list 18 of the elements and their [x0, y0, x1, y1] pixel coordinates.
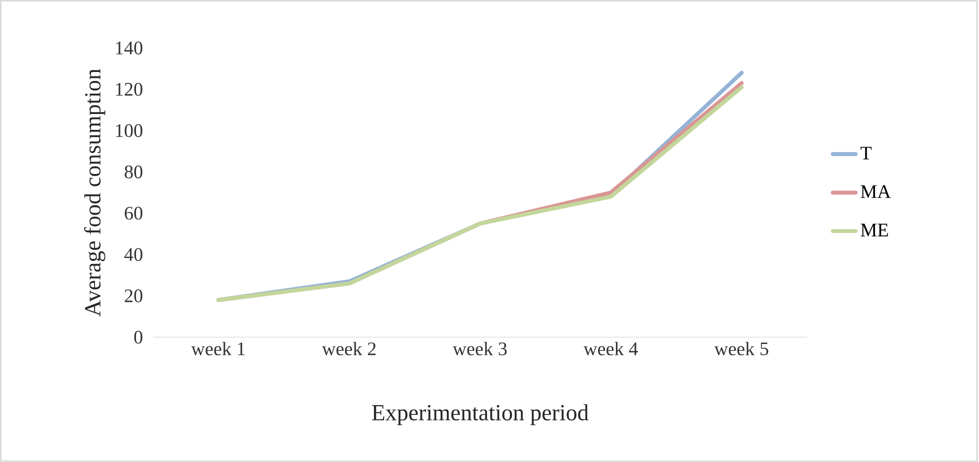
x-tick-label: week 4 [584, 342, 638, 356]
legend-label: T [860, 146, 872, 160]
x-tick-label: week 2 [322, 342, 376, 356]
x-axis-title: Experimentation period [372, 404, 589, 426]
y-tick-label: 0 [134, 330, 142, 344]
x-tick-label: week 3 [452, 342, 507, 356]
y-tick-label: 120 [116, 82, 142, 96]
legend-label: ME [860, 224, 888, 236]
y-tick-label: 40 [124, 248, 142, 262]
y-tick-label: 20 [124, 289, 142, 302]
legend-label: MA [860, 185, 891, 198]
x-tick-label: week 5 [714, 342, 768, 356]
y-axis-title: Average food consumption [84, 68, 106, 316]
x-tick-label: week 1 [191, 342, 245, 356]
y-tick-label: 100 [116, 124, 142, 138]
y-tick-label: 80 [124, 166, 142, 178]
y-tick-label: 140 [116, 42, 142, 54]
y-tick-label: 60 [124, 206, 142, 220]
